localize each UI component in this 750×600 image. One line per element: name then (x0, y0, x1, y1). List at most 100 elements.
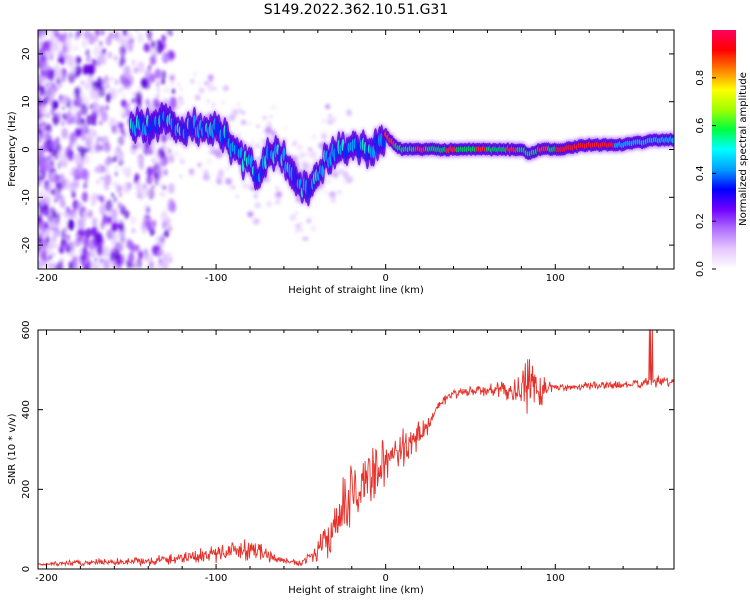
spectrogram-noise-blob (143, 143, 151, 156)
spectrogram-noise-blob (49, 54, 54, 61)
spectrogram-faint-blob (306, 151, 313, 158)
spectrogram-faint-blob (324, 190, 327, 194)
colorbar: 0.0 0.2 0.4 0.6 0.8 Normalized spectral ampl… (695, 30, 749, 277)
spectrogram-noise-blob (99, 195, 105, 204)
spectrogram-faint-blob (231, 110, 239, 118)
spectrogram-noise-blob (57, 80, 63, 88)
spectrogram-faint-blob (237, 132, 241, 136)
spectrogram-faint-blob (179, 88, 183, 91)
spectrogram-noise-blob (95, 135, 100, 143)
spectrogram-noise-blob (96, 179, 100, 185)
snr-line (38, 330, 674, 568)
spectrogram-noise-blob (86, 114, 93, 126)
spectrogram-noise-blob (42, 64, 47, 72)
snr-x-tick-label: -100 (205, 573, 228, 584)
spectrogram-noise-blob (81, 108, 85, 113)
spectrogram-noise-blob (114, 126, 120, 135)
spectrogram-noise-blob (117, 242, 124, 253)
spectrogram-noise-blob (121, 128, 125, 135)
spectrogram-noise-blob (42, 229, 45, 234)
spectrogram-noise-blob (39, 34, 44, 41)
spectrogram-noise-blob (38, 189, 45, 201)
spectrogram-noise-blob (97, 163, 104, 174)
spectrogram-faint-blob (342, 171, 349, 178)
spectrogram-noise-blob (105, 167, 109, 173)
spectrogram-noise-blob (116, 33, 124, 45)
spectrogram-noise-blob (100, 222, 105, 230)
spectrogram-faint-blob (170, 81, 175, 86)
spectrogram-faint-blob (203, 169, 209, 175)
spectrogram-noise-blob (148, 64, 152, 70)
spectrogram-noise-blob (48, 146, 53, 154)
spectrogram-noise-blob (161, 34, 167, 42)
spectrogram-noise-blob (132, 92, 136, 97)
spectrogram-noise-blob (75, 215, 79, 221)
spectrogram-faint-blob (284, 127, 288, 130)
spectrogram-noise-blob (100, 53, 107, 65)
spectrogram-noise-blob (111, 192, 115, 198)
spectrogram-faint-blob (198, 87, 205, 94)
spectrogram-noise-blob (110, 158, 114, 164)
spectrogram-noise-blob (105, 35, 112, 46)
spectrogram-noise-blob (47, 81, 52, 88)
spectrogram-noise-blob (53, 63, 60, 73)
spectrogram-noise-blob (57, 58, 61, 64)
spectrogram-noise-blob (90, 226, 98, 237)
spectrogram-faint-blob (250, 140, 255, 145)
colorbar-tick-label: 0.2 (695, 213, 706, 229)
spectrogram-faint-blob (328, 114, 332, 119)
spectrogram-noise-blob (169, 50, 176, 60)
spectrogram-noise-blob (70, 63, 77, 76)
spectrogram-noise-blob (50, 69, 56, 78)
ridge-core (671, 137, 674, 144)
spectrogram-noise-blob (104, 216, 111, 227)
spectrogram-noise-blob (59, 199, 65, 208)
spectrogram-noise-blob (41, 49, 47, 57)
spectrogram-faint-blob (346, 175, 354, 184)
spectrogram-noise-blob (155, 180, 159, 186)
spectrogram-faint-blob (247, 121, 252, 126)
spectrogram-faint-blob (235, 194, 239, 198)
spectrogram-noise-blob (42, 40, 49, 51)
spectrogram-faint-blob (300, 222, 304, 226)
spectrogram-noise-blob (102, 245, 110, 258)
spectrogram-noise-blob (42, 124, 46, 130)
spectrogram-faint-blob (222, 85, 229, 92)
spectrogram-noise-blob (54, 264, 58, 269)
spectrogram-noise-blob (45, 69, 52, 81)
spectrogram-noise-blob (99, 144, 104, 152)
spectrogram-noise-blob (121, 85, 125, 91)
spectrogram-noise-blob (40, 240, 47, 251)
spectrogram-noise-blob (122, 112, 126, 119)
spectrogram-faint-blob (249, 186, 255, 191)
spectrogram-image (38, 30, 674, 269)
spectrogram-noise-blob (95, 146, 100, 155)
ridge-core (382, 137, 386, 150)
spectrogram-noise-blob (80, 127, 83, 132)
spectrogram-faint-blob (216, 172, 224, 180)
spectrogram-noise-blob (72, 213, 77, 219)
snr-x-tick-label: 100 (546, 573, 565, 584)
spectrogram-faint-blob (346, 108, 351, 113)
spectrogram-faint-blob (197, 162, 202, 167)
spectrogram-faint-blob (177, 83, 180, 86)
spectrogram-faint-blob (150, 144, 157, 151)
spectrogram-noise-blob (83, 182, 88, 190)
spectrogram-noise-blob (71, 191, 76, 199)
spectrogram-noise-blob (73, 178, 77, 183)
spectrogram-noise-blob (80, 131, 87, 141)
spectrogram-noise-blob (126, 39, 134, 51)
spectrogram-noise-blob (95, 232, 103, 244)
spectrogram-faint-blob (306, 218, 312, 224)
spectrogram-noise-blob (90, 261, 95, 268)
spectrogram-noise-blob (43, 192, 51, 204)
spectrogram-noise-blob (69, 182, 77, 194)
figure-title: S149.2022.362.10.51.G31 (264, 2, 449, 18)
spectrogram-noise-blob (56, 182, 63, 193)
spectrogram-faint-blob (176, 106, 180, 110)
colorbar-gradient (712, 30, 736, 269)
spectrogram-noise-blob (84, 254, 90, 263)
spectrogram-noise-blob (131, 261, 138, 269)
snr-x-ticks: -200 -100 0 100 (35, 330, 658, 584)
spectrogram-noise-blob (38, 213, 43, 220)
